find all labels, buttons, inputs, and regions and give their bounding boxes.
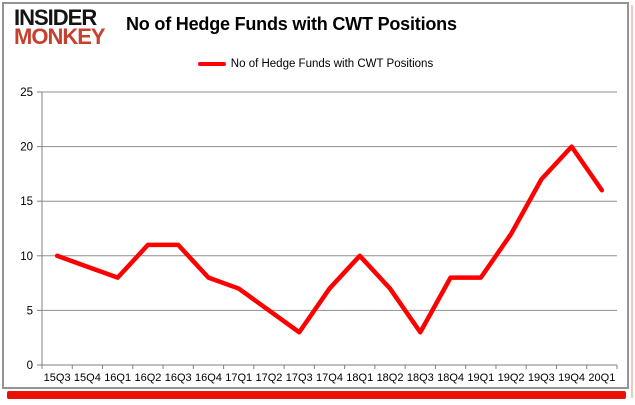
x-axis-tick-label: 20Q1 [588,372,615,384]
logo-word-insider: INSIDER [14,5,97,30]
legend-label: No of Hedge Funds with CWT Positions [230,58,434,70]
x-axis-tick-label: 18Q1 [346,372,373,384]
y-axis-tick-label: 10 [20,251,33,263]
chart-card: INSIDER MONKEY No of Hedge Funds with CW… [2,2,629,389]
x-axis-tick-label: 17Q4 [316,372,343,384]
x-axis-tick-label: 16Q1 [104,372,131,384]
x-axis-tick-label: 17Q1 [225,372,252,384]
x-axis-tick-label: 17Q3 [286,372,313,384]
x-axis-tick-label: 15Q4 [74,372,101,384]
x-axis-tick-label: 15Q3 [44,372,71,384]
y-axis-tick-label: 15 [20,196,33,208]
x-axis-tick-label: 17Q2 [256,372,283,384]
x-axis-tick-label: 19Q1 [467,372,494,384]
y-axis-tick-label: 5 [27,305,33,317]
bottom-accent-bar [7,391,626,399]
x-axis-tick-label: 19Q3 [528,372,555,384]
right-shadow-line [631,5,633,398]
logo-word-monkey: MONKEY [14,24,106,49]
x-axis-tick-label: 16Q3 [165,372,192,384]
insider-monkey-logo: INSIDER MONKEY [14,5,106,49]
data-series-line [54,144,605,335]
x-axis-tick-label: 18Q2 [377,372,404,384]
y-axis-tick-label: 20 [20,142,33,154]
x-axis-tick-label: 19Q2 [498,372,525,384]
x-axis-tick-label: 16Q2 [134,372,161,384]
y-axis-tick-label: 0 [27,360,33,372]
line-chart: 0 5 10 15 20 25 15Q3 15Q4 16Q1 16Q2 16Q3 16Q4 17Q1 17… [20,87,618,384]
chart-title: No of Hedge Funds with CWT Positions [126,14,457,34]
x-axis-tick-label: 19Q4 [558,372,585,384]
x-axis-tick-label: 18Q3 [407,372,434,384]
y-axis-tick-label: 25 [20,87,33,99]
x-axis-tick-label: 18Q4 [437,372,464,384]
legend: No of Hedge Funds with CWT Positions [4,58,627,70]
x-axis-tick-label: 16Q4 [195,372,222,384]
legend-line-swatch [197,62,226,66]
